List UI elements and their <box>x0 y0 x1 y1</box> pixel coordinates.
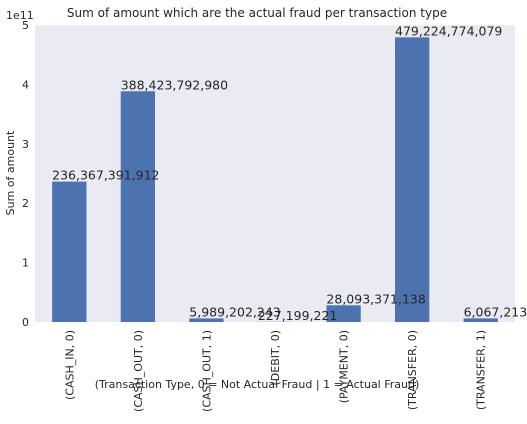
bar-value-label: 236,367,391,912 <box>52 168 159 183</box>
x-tick-label: (PAYMENT, 0) <box>338 330 351 403</box>
bar <box>326 305 361 322</box>
bar-value-label: 388,423,792,980 <box>121 77 228 92</box>
y-tick-label: 1 <box>22 257 29 270</box>
y-axis-offset-text: 1e11 <box>6 9 34 22</box>
y-axis-ticks: 0 1 2 3 4 5 <box>22 19 29 329</box>
x-tick-label: (CASH_OUT, 1) <box>200 330 213 412</box>
y-tick-label: 5 <box>22 19 29 32</box>
y-tick-label: 2 <box>22 197 29 210</box>
plot-area <box>35 25 515 322</box>
bar-value-label: 28,093,371,138 <box>326 291 425 306</box>
bar-value-label: 479,224,774,079 <box>395 23 502 38</box>
data-labels: 236,367,391,912 388,423,792,980 5,989,202,… <box>52 23 527 323</box>
x-tick-label: (CASH_OUT, 0) <box>132 330 145 412</box>
bar <box>120 91 155 322</box>
bar <box>395 37 430 322</box>
x-tick-label: (CASH_IN, 0) <box>63 330 76 400</box>
x-tick-label: (TRANSFER, 0) <box>406 330 419 410</box>
bar-value-label: 6,067,213,184 <box>464 304 527 319</box>
x-tick-label: (TRANSFER, 1) <box>475 330 488 410</box>
bars <box>52 37 498 322</box>
x-tick-label: (DEBIT, 0) <box>269 330 282 386</box>
chart-title: Sum of amount which are the actual fraud… <box>67 6 447 20</box>
y-axis-label: Sum of amount <box>4 130 17 215</box>
x-axis-ticks: (CASH_IN, 0) (CASH_OUT, 0) (CASH_OUT, 1) (D… <box>63 330 487 412</box>
x-axis-label: (Transaction Type, 0 = Not Actual Fraud … <box>95 378 420 391</box>
bar-value-label: 227,199,221 <box>258 308 338 323</box>
bar <box>463 318 498 322</box>
y-tick-label: 3 <box>22 138 29 151</box>
y-tick-label: 0 <box>22 316 29 329</box>
bar <box>52 181 87 322</box>
y-tick-label: 4 <box>22 78 29 91</box>
bar-value-label: 5,989,202,243 <box>189 304 280 319</box>
bar <box>189 318 224 322</box>
